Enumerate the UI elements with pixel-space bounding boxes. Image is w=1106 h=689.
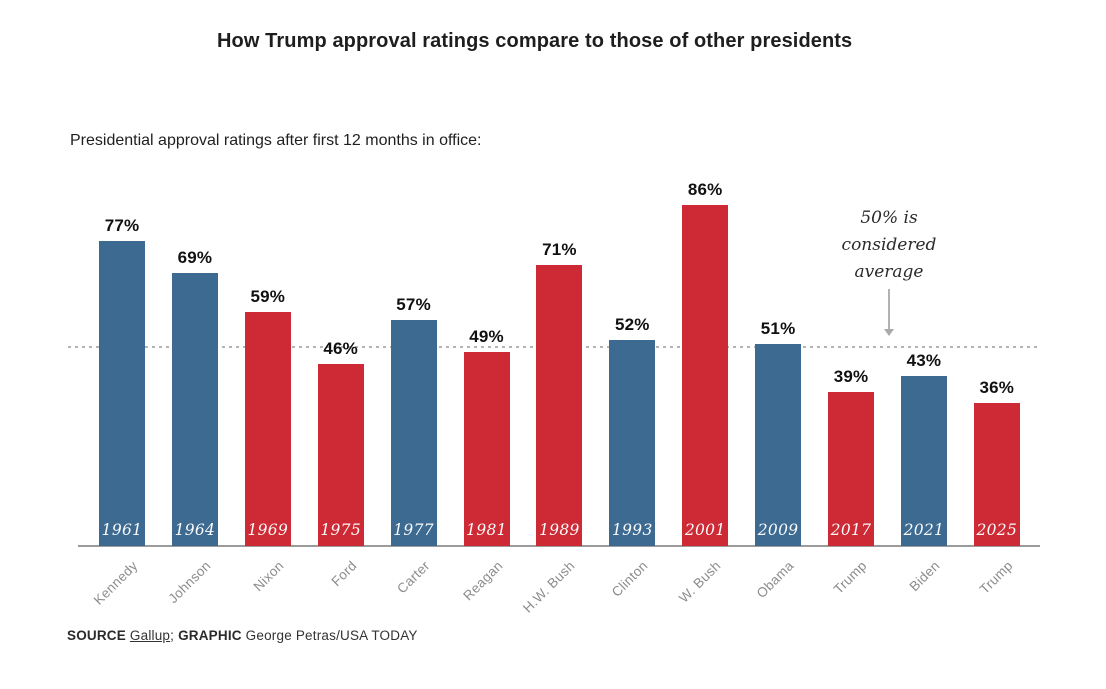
bar-value-label: 69% [177,248,213,267]
annotation-line: 50% is [860,208,918,228]
graphic-label: GRAPHIC [178,628,242,643]
bar-value-label: 86% [687,180,723,199]
bar: 1993 [609,340,656,546]
bar-value-label: 46% [323,339,358,358]
bar: 2025 [973,403,1020,546]
bar-value-label: 59% [250,287,286,306]
bar-year-label: 1977 [393,521,434,539]
bar-year-label: 1961 [101,521,143,539]
bar-value-label: 39% [833,367,869,386]
bar-value-label: 57% [396,295,431,314]
bar-value-label: 43% [906,351,942,370]
bar-year-label: 1981 [466,521,507,539]
source-line: SOURCE Gallup; GRAPHIC George Petras/USA… [67,628,418,643]
bar-value-label: 52% [614,315,650,334]
bar-value-label: 49% [469,327,504,346]
chart-title: How Trump approval ratings compare to th… [217,30,853,53]
source-separator: ; [170,628,179,643]
bar: 1961 [99,241,145,546]
bar: 2009 [755,344,802,546]
bar: 1964 [171,273,218,546]
chart-subtitle: Presidential approval ratings after firs… [70,132,482,149]
bar: 1989 [536,265,583,546]
baseline-axis [78,545,1040,547]
bar-year-label: 2025 [976,521,1018,539]
annotation-line: average [854,262,924,282]
bar-year-label: 2021 [903,521,945,539]
bar-year-label: 1993 [611,521,653,539]
bar: 1977 [390,320,437,546]
average-annotation: 50% is considered average [789,205,989,286]
annotation-line: considered [841,235,937,255]
bar: 1975 [317,364,364,546]
bar: 2001 [682,205,729,546]
bar-year-label: 1964 [174,521,216,539]
source-name-link[interactable]: Gallup [129,628,171,643]
bar-value-label: 77% [104,216,140,235]
bar-year-label: 1989 [539,521,580,539]
bar-value-label: 71% [542,240,577,259]
bar-value-label: 36% [979,378,1015,397]
annotation-arrowhead-icon [884,329,894,336]
bar-year-label: 1969 [247,521,289,539]
annotation-arrow [888,289,890,329]
bar-year-label: 2001 [684,521,726,539]
bar: 1981 [463,352,510,546]
bar-value-label: 51% [760,319,796,338]
bar: 1969 [244,312,291,546]
bar: 2021 [900,376,947,546]
source-label: SOURCE [67,628,130,643]
bar-year-label: 2009 [757,521,799,539]
bar: 2017 [828,392,874,546]
graphic-credit: George Petras/USA TODAY [241,628,418,643]
bar-year-label: 1975 [320,521,362,539]
bar-year-label: 2017 [830,521,872,539]
